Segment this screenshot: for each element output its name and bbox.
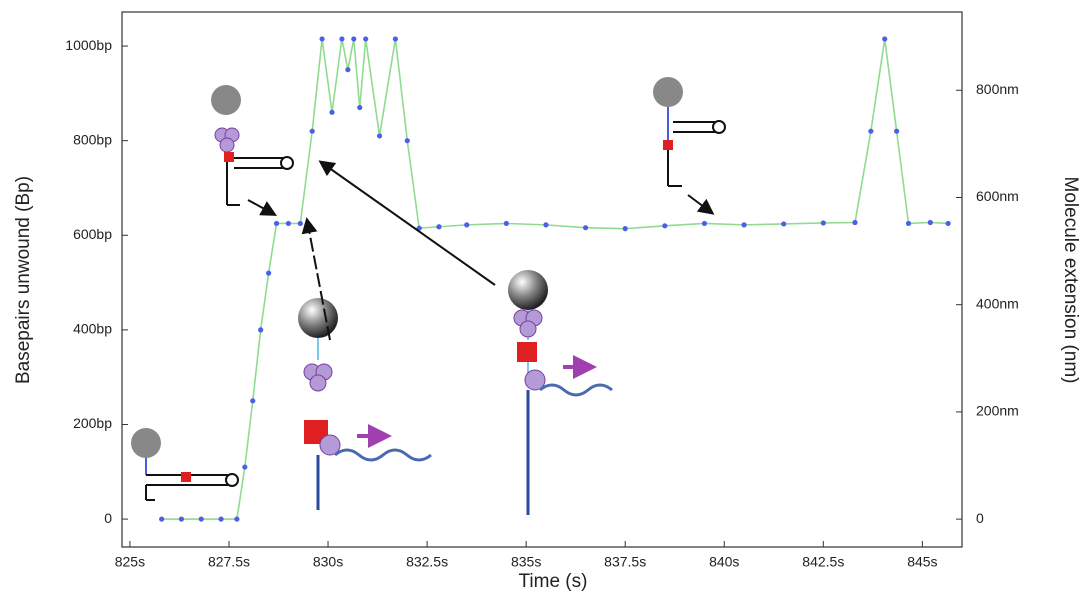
data-line bbox=[161, 38, 949, 520]
data-point bbox=[701, 220, 708, 227]
y-tick-label: 0 bbox=[104, 510, 112, 526]
x-tick-label: 845s bbox=[907, 554, 937, 570]
data-point bbox=[198, 516, 204, 522]
data-point bbox=[927, 219, 933, 226]
y2-axis-title: Molecule extension (nm) bbox=[1060, 177, 1081, 384]
data-point bbox=[329, 109, 335, 115]
data-point bbox=[250, 398, 256, 404]
data-point bbox=[339, 36, 345, 42]
data-point bbox=[820, 220, 826, 226]
data-point bbox=[234, 516, 240, 522]
x-tick-label: 835s bbox=[511, 554, 541, 570]
y-axis-title: Basepairs unwound (Bp) bbox=[13, 176, 34, 384]
x-tick-label: 837.5s bbox=[604, 554, 646, 570]
data-point bbox=[345, 67, 351, 73]
data-point bbox=[882, 36, 888, 42]
x-tick-label: 842.5s bbox=[802, 554, 844, 570]
data-point bbox=[159, 516, 165, 522]
data-point bbox=[582, 225, 589, 231]
data-point bbox=[945, 220, 951, 227]
data-point bbox=[218, 516, 224, 522]
diagram-small-2 bbox=[211, 85, 294, 216]
data-point bbox=[905, 220, 912, 227]
diagram-large-1 bbox=[298, 217, 432, 510]
data-point bbox=[543, 222, 549, 228]
data-point bbox=[852, 219, 858, 226]
data-point bbox=[662, 223, 668, 229]
data-point bbox=[297, 220, 303, 227]
diagram-small-3 bbox=[653, 77, 726, 215]
diagram-large-2 bbox=[318, 160, 613, 515]
y-tick-label: 400bp bbox=[73, 321, 112, 337]
data-point bbox=[258, 327, 264, 333]
x-tick-label: 832.5s bbox=[406, 554, 448, 570]
y2-tick-label: 0 bbox=[976, 510, 984, 526]
y2-tick-label: 200nm bbox=[976, 403, 1019, 419]
data-point bbox=[894, 128, 900, 134]
y-tick-label: 200bp bbox=[73, 415, 112, 431]
x-axis-title: Time (s) bbox=[519, 571, 588, 592]
data-point bbox=[781, 221, 787, 227]
illustrations bbox=[131, 77, 726, 515]
x-tick-label: 827.5s bbox=[208, 554, 250, 570]
data-point bbox=[436, 224, 442, 230]
data-point bbox=[404, 138, 410, 144]
diagram-small-1 bbox=[131, 428, 239, 501]
plot-frame bbox=[121, 11, 963, 548]
y2-tick-label: 400nm bbox=[976, 295, 1019, 311]
data-point bbox=[351, 36, 357, 42]
y2-tick-label: 600nm bbox=[976, 188, 1019, 204]
x-tick-label: 830s bbox=[313, 554, 343, 570]
data-point bbox=[868, 128, 874, 134]
data-point bbox=[178, 516, 185, 522]
data-point bbox=[376, 133, 383, 139]
data-point bbox=[392, 36, 398, 42]
data-point bbox=[363, 36, 369, 42]
data-point bbox=[319, 36, 325, 42]
data-point bbox=[273, 220, 280, 227]
x-tick-label: 825s bbox=[115, 554, 145, 570]
data-point bbox=[503, 220, 509, 227]
x-tick-label: 840s bbox=[709, 554, 739, 570]
data-point bbox=[309, 128, 315, 134]
data-point bbox=[741, 222, 747, 228]
data-point bbox=[464, 222, 470, 228]
data-point bbox=[266, 270, 272, 276]
y-tick-label: 600bp bbox=[73, 226, 112, 242]
data-point bbox=[622, 226, 628, 232]
data-point bbox=[285, 220, 292, 227]
data-point bbox=[357, 104, 363, 111]
y-tick-label: 800bp bbox=[73, 131, 112, 147]
y-tick-label: 1000bp bbox=[65, 37, 112, 53]
plot-area: 825s 827.5s 830s 832.5s 835s 837.5s 840s 842.5s… bbox=[65, 36, 1019, 570]
y2-tick-label: 800nm bbox=[976, 81, 1019, 97]
data-point bbox=[242, 464, 248, 470]
